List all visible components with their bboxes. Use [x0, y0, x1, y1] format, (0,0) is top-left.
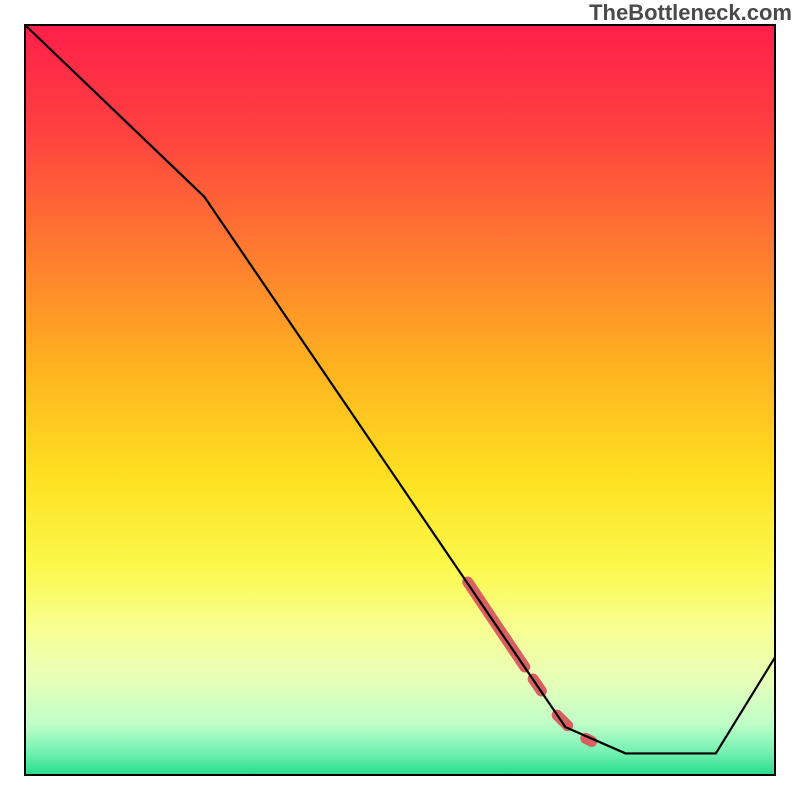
watermark-text: TheBottleneck.com: [589, 0, 792, 26]
gradient-background: [24, 24, 776, 776]
bottleneck-chart: [24, 24, 776, 776]
